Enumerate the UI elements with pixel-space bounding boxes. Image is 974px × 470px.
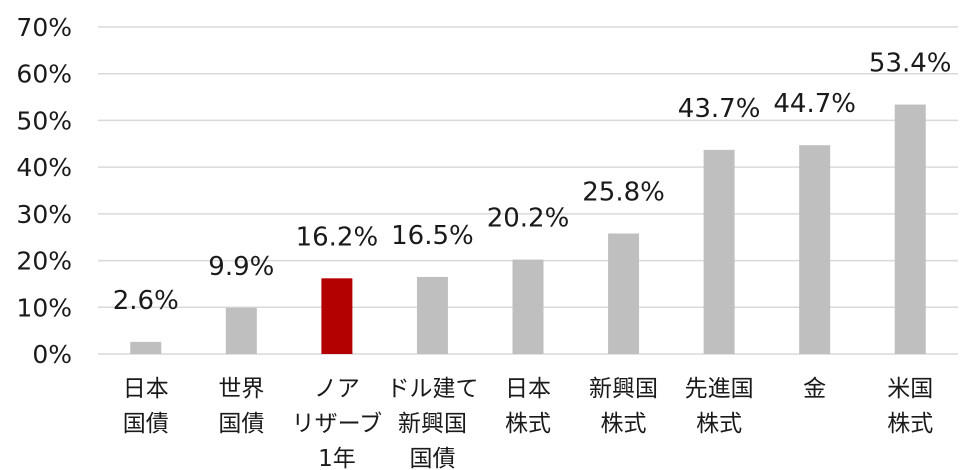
category-label: 米国株式 [887,376,933,437]
bar [416,276,448,354]
bar [321,278,353,354]
data-label: 2.6% [113,286,179,316]
bar [799,145,831,354]
bars [130,104,926,354]
data-label: 25.8% [582,177,665,207]
y-axis-ticks: 0% 10% 20% 30% 40% 50% 60% 70% [16,13,72,369]
category-label: 先進国株式 [685,376,754,437]
bar [608,233,640,354]
category-label: 新興国株式 [589,376,658,437]
category-label: ノアリザーブ 1年 [292,376,383,470]
data-label: 16.2% [296,222,379,252]
bar [130,341,162,354]
category-label: 世界国債 [218,376,264,437]
category-label: 日本株式 [505,376,551,437]
bar [703,149,735,354]
bar [512,259,544,354]
data-label: 9.9% [208,252,274,282]
data-label: 16.5% [391,221,474,251]
data-label: 53.4% [869,49,952,79]
data-label: 43.7% [678,94,761,124]
data-label: 20.2% [487,204,570,234]
data-labels: 2.6% 9.9% 16.2% 16.5% 20.2% 25.8% 43.7% 44.7% 53… [113,49,952,316]
category-label: 日本国債 [123,376,169,437]
y-tick-label: 0% [32,340,72,369]
y-tick-label: 20% [16,247,72,276]
data-label: 44.7% [773,89,856,119]
y-tick-label: 50% [16,106,72,135]
y-tick-label: 70% [16,13,72,42]
category-label: ドル建て新興国国債 [386,376,478,470]
category-label: 金 [803,376,826,402]
y-tick-label: 40% [16,153,72,182]
y-tick-label: 30% [16,200,72,229]
y-tick-label: 10% [16,293,72,322]
bar [225,307,257,354]
bar [894,104,926,354]
y-tick-label: 60% [16,60,72,89]
